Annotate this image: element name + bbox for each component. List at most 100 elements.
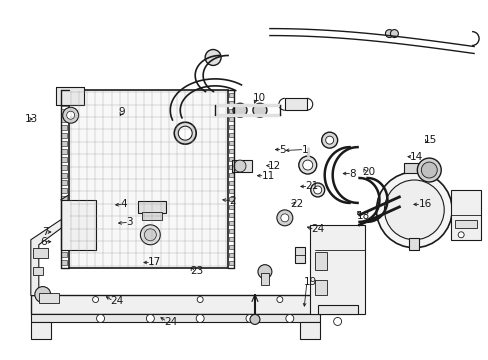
Bar [261, 273, 268, 285]
Bar [228, 237, 234, 241]
Bar [61, 228, 66, 233]
Bar [61, 204, 66, 210]
Circle shape [376, 172, 451, 248]
Bar [31, 323, 51, 339]
Circle shape [416, 158, 440, 182]
Bar [228, 109, 234, 113]
Circle shape [144, 229, 156, 241]
Text: 1: 1 [301, 144, 307, 154]
Circle shape [276, 210, 292, 226]
Bar [61, 212, 66, 217]
Bar [142, 212, 162, 220]
Bar [68, 90, 227, 268]
Circle shape [249, 315, 260, 324]
Bar [228, 197, 234, 201]
Bar [228, 157, 234, 161]
Text: 8: 8 [348, 168, 355, 179]
Circle shape [276, 297, 282, 302]
Bar [61, 141, 66, 146]
Circle shape [333, 318, 341, 325]
Bar [61, 252, 66, 257]
Text: 24: 24 [311, 225, 325, 234]
Bar [299, 323, 319, 339]
Bar [228, 181, 234, 185]
Circle shape [389, 30, 398, 37]
Bar [228, 93, 234, 97]
Text: 16: 16 [418, 199, 431, 210]
Text: 12: 12 [267, 161, 281, 171]
Circle shape [321, 132, 337, 148]
Circle shape [457, 232, 463, 238]
Text: 7: 7 [42, 227, 49, 237]
Circle shape [197, 297, 203, 302]
Bar [61, 172, 66, 177]
Text: 11: 11 [261, 171, 274, 181]
Circle shape [245, 315, 253, 323]
Circle shape [196, 315, 203, 323]
Text: 23: 23 [189, 266, 203, 276]
Text: 18: 18 [356, 211, 369, 221]
Circle shape [310, 183, 324, 197]
Bar [61, 125, 66, 130]
Circle shape [35, 287, 51, 302]
Bar [228, 101, 234, 105]
Bar [61, 117, 66, 122]
Bar [454, 220, 476, 228]
Bar [61, 220, 66, 225]
Bar [61, 165, 66, 170]
Bar [61, 200, 95, 250]
Circle shape [421, 162, 436, 178]
Text: 2: 2 [228, 196, 235, 206]
Circle shape [258, 265, 271, 279]
Text: 19: 19 [304, 277, 317, 287]
Circle shape [384, 180, 443, 240]
Circle shape [385, 30, 393, 37]
Text: 21: 21 [305, 181, 318, 192]
Bar [228, 165, 234, 169]
Bar [61, 149, 66, 154]
Text: 17: 17 [148, 257, 161, 267]
Bar [31, 294, 319, 315]
Bar [309, 225, 364, 315]
Bar [228, 213, 234, 217]
Circle shape [233, 103, 246, 117]
Bar [450, 190, 480, 240]
Bar [228, 189, 234, 193]
Bar [228, 125, 234, 129]
Bar [314, 252, 326, 270]
Text: 22: 22 [289, 199, 303, 210]
Bar [408, 238, 419, 250]
Text: 24: 24 [164, 317, 177, 327]
Bar [285, 98, 306, 110]
Text: 15: 15 [423, 135, 436, 145]
Bar [33, 267, 42, 275]
Bar [317, 305, 357, 315]
Text: 14: 14 [409, 152, 423, 162]
Bar [294, 247, 304, 263]
Text: 5: 5 [279, 144, 285, 154]
Bar [228, 141, 234, 145]
Bar [61, 197, 66, 201]
Text: 4: 4 [121, 199, 127, 210]
Circle shape [96, 315, 104, 323]
Circle shape [313, 186, 321, 194]
Bar [314, 280, 326, 294]
Text: 10: 10 [253, 93, 266, 103]
Circle shape [280, 214, 288, 222]
Circle shape [174, 122, 196, 144]
Bar [232, 160, 251, 172]
Bar [138, 201, 166, 213]
Bar [61, 189, 66, 193]
Bar [61, 157, 66, 162]
Circle shape [178, 126, 192, 140]
Circle shape [92, 297, 99, 302]
Circle shape [146, 315, 154, 323]
Text: 20: 20 [362, 167, 375, 177]
Circle shape [285, 315, 293, 323]
Bar [228, 229, 234, 233]
Text: 9: 9 [119, 107, 125, 117]
Bar [61, 109, 66, 114]
Circle shape [252, 103, 266, 117]
Bar [61, 236, 66, 241]
Bar [228, 205, 234, 209]
